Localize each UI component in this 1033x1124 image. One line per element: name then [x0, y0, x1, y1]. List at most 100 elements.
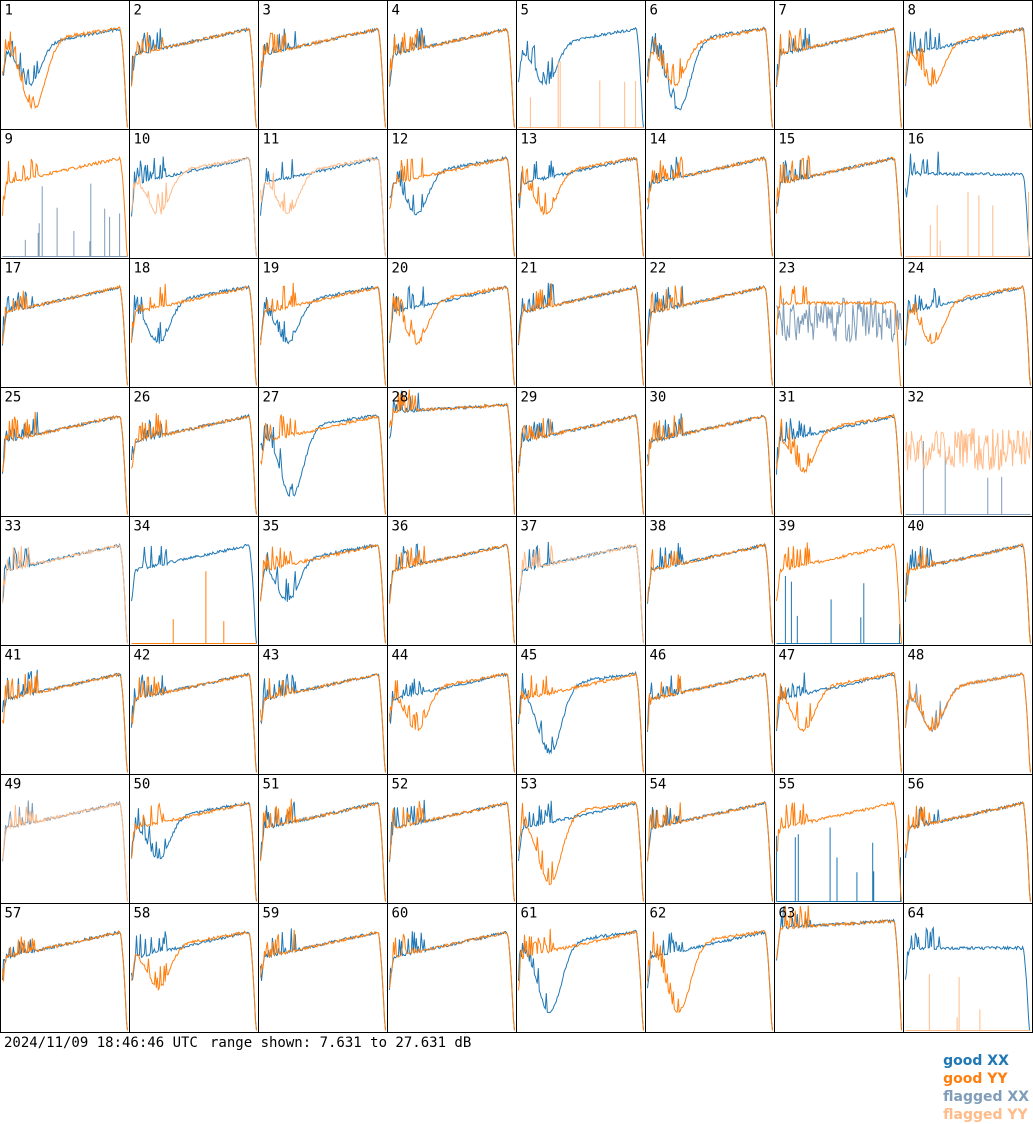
series-good-yy — [260, 673, 386, 773]
panel-frame — [516, 387, 646, 517]
panel-label: 33 — [5, 519, 22, 535]
panel-label: 38 — [650, 519, 667, 535]
panel-frame — [258, 903, 388, 1033]
series-good-yy — [260, 929, 386, 1031]
panel-5: 5 — [516, 0, 646, 130]
panel-frame — [645, 774, 775, 904]
panel-label: 47 — [779, 648, 796, 664]
panel-20: 20 — [387, 258, 517, 388]
panel-label: 64 — [908, 906, 925, 922]
panel-label: 51 — [263, 777, 280, 793]
panel-58: 58 — [129, 903, 259, 1033]
series-good-yy — [2, 156, 128, 257]
series-good-yy — [776, 801, 902, 902]
panel-2: 2 — [129, 0, 259, 130]
series-good-xx — [647, 930, 773, 1031]
panel-1: 1 — [0, 0, 130, 130]
panel-frame — [516, 0, 646, 130]
series-good-yy — [776, 542, 902, 644]
panel-frame — [645, 0, 775, 130]
panel-label: 17 — [5, 261, 22, 277]
panel-frame — [258, 0, 388, 130]
panel-label: 56 — [908, 777, 925, 793]
panel-frame — [774, 258, 904, 388]
series-good-yy — [776, 671, 902, 773]
panel-frame — [774, 0, 904, 130]
panel-label: 18 — [134, 261, 151, 277]
legend-good-xx: good XX — [943, 1053, 1009, 1069]
panel-frame — [129, 903, 259, 1033]
panel-53: 53 — [516, 774, 646, 904]
panel-40: 40 — [903, 516, 1033, 646]
panel-label: 54 — [650, 777, 667, 793]
series-good-xx — [389, 284, 515, 386]
panel-57: 57 — [0, 903, 130, 1033]
series-good-yy — [776, 905, 902, 1031]
panel-47: 47 — [774, 645, 904, 775]
panel-15: 15 — [774, 129, 904, 259]
series-good-xx — [131, 543, 257, 644]
panel-frame — [774, 645, 904, 775]
panel-label: 49 — [5, 777, 22, 793]
panel-frame — [387, 516, 517, 646]
panel-label: 58 — [134, 906, 151, 922]
panel-label: 48 — [908, 648, 925, 664]
panel-50: 50 — [129, 774, 259, 904]
panel-label: 29 — [521, 390, 538, 406]
panel-19: 19 — [258, 258, 388, 388]
legend: good XX good YY flagged XX flagged YY — [919, 1034, 1029, 1124]
panel-34: 34 — [129, 516, 259, 646]
panel-frame — [0, 129, 130, 259]
timestamp-label: 2024/11/09 18:46:46 UTC — [4, 1035, 198, 1051]
series-good-xx — [776, 414, 902, 515]
series-good-xx — [776, 827, 902, 902]
panel-label: 44 — [392, 648, 409, 664]
series-good-yy — [518, 672, 644, 773]
panel-frame — [258, 387, 388, 517]
panel-frame — [774, 516, 904, 646]
panel-frame — [387, 129, 517, 259]
panel-62: 62 — [645, 903, 775, 1033]
series-good-yy — [260, 544, 386, 644]
series-good-yy — [647, 542, 773, 644]
panel-7: 7 — [774, 0, 904, 130]
panel-label: 57 — [5, 906, 22, 922]
series-good-xx — [389, 930, 515, 1031]
panel-label: 9 — [5, 132, 13, 148]
panel-42: 42 — [129, 645, 259, 775]
panel-27: 27 — [258, 387, 388, 517]
panel-frame — [387, 645, 517, 775]
panel-55: 55 — [774, 774, 904, 904]
series-good-yy — [905, 543, 1031, 644]
series-good-yy — [905, 801, 1031, 902]
panel-45: 45 — [516, 645, 646, 775]
panel-label: 59 — [263, 906, 280, 922]
panel-26: 26 — [129, 387, 259, 517]
panel-3: 3 — [258, 0, 388, 130]
panel-frame — [516, 774, 646, 904]
panel-32: 32 — [903, 387, 1033, 517]
series-good-xx — [905, 801, 1031, 902]
panel-frame — [387, 774, 517, 904]
panel-23: 23 — [774, 258, 904, 388]
series-good-xx — [518, 156, 644, 257]
series-good-yy — [131, 672, 257, 773]
series-good-xx — [905, 151, 1031, 257]
series-good-yy — [389, 931, 515, 1031]
panel-13: 13 — [516, 129, 646, 259]
panel-frame — [258, 258, 388, 388]
panel-frame — [903, 774, 1033, 904]
panel-label: 22 — [650, 261, 667, 277]
panel-label: 2 — [134, 3, 142, 19]
panel-21: 21 — [516, 258, 646, 388]
panel-48: 48 — [903, 645, 1033, 775]
series-good-xx — [518, 26, 644, 128]
series-good-yy — [2, 411, 128, 515]
panel-22: 22 — [645, 258, 775, 388]
panel-9: 9 — [0, 129, 130, 259]
panel-frame — [516, 129, 646, 259]
panel-frame — [0, 387, 130, 517]
panel-frame — [0, 774, 130, 904]
series-good-yy — [518, 414, 644, 515]
series-good-yy — [131, 571, 257, 644]
